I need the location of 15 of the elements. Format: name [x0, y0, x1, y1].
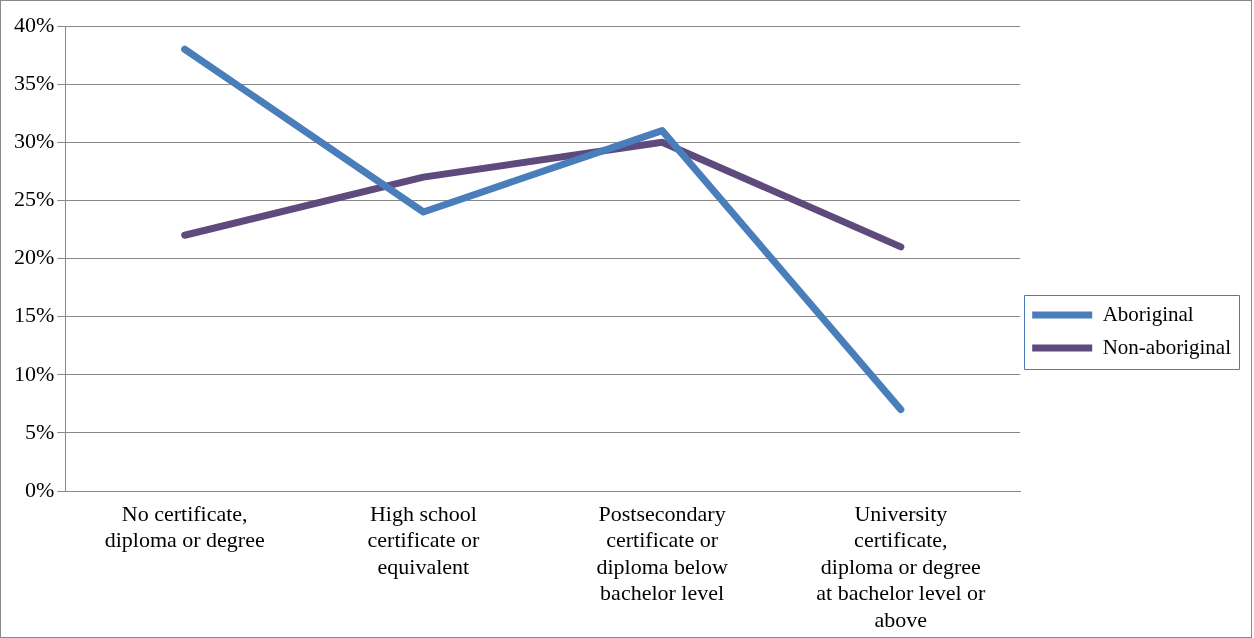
y-tick-label: 5% — [25, 418, 55, 444]
x-tick-label: University certificate, diploma or degree at bachelor level or above — [816, 500, 987, 632]
legend-label: Non-aboriginal — [1102, 334, 1232, 359]
y-tick-label: 15% — [14, 302, 55, 328]
legend-label: Aboriginal — [1102, 301, 1194, 326]
y-tick-label: 25% — [14, 186, 55, 212]
y-tick-label: 30% — [14, 128, 55, 154]
y-tick-label: 10% — [14, 360, 55, 386]
y-tick-label: 20% — [14, 244, 55, 270]
x-tick-label: No certificate, diploma or degree — [104, 500, 265, 553]
y-tick-label: 0% — [25, 476, 55, 502]
y-tick-label: 40% — [14, 11, 55, 37]
y-tick-label: 35% — [14, 69, 55, 95]
x-tick-label: High school certificate or equivalent — [367, 500, 480, 579]
x-tick-label: Postsecondary certificate or diploma below bachelor level — [596, 500, 728, 606]
